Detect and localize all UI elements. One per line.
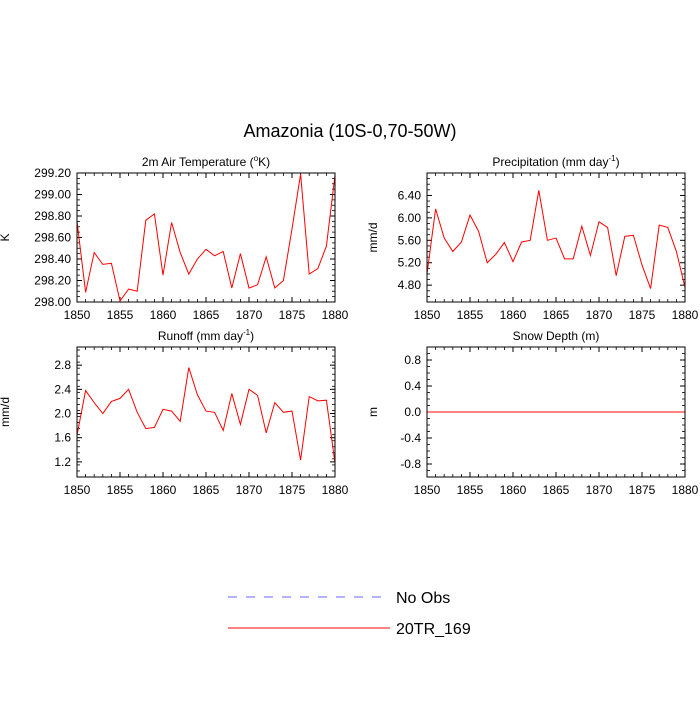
y-tick-label: 298.80 (34, 209, 71, 223)
panel-title: Runoff (mm day-1) (158, 328, 254, 343)
legend-model-label: 20TR_169 (396, 621, 471, 638)
plot-frame (76, 172, 336, 303)
y-axis-label: K (0, 233, 12, 241)
y-tick-label: 5.60 (398, 233, 422, 247)
x-tick-label: 1860 (500, 308, 527, 322)
y-tick-label: 0.8 (404, 353, 421, 367)
y-axis-label: mm/d (366, 223, 380, 253)
y-tick-label: 0.0 (404, 405, 421, 419)
y-tick-label: 6.00 (398, 211, 422, 225)
x-tick-label: 1860 (150, 483, 177, 497)
x-tick-label: 1865 (193, 308, 220, 322)
x-tick-label: 1865 (543, 308, 570, 322)
x-tick-label: 1865 (543, 483, 570, 497)
legend-no-obs-label: No Obs (396, 590, 450, 607)
x-tick-label: 1880 (322, 308, 349, 322)
x-tick-label: 1875 (279, 483, 306, 497)
x-tick-label: 1870 (586, 483, 613, 497)
panel-title: Snow Depth (m) (513, 329, 600, 343)
series-line (426, 190, 686, 289)
x-tick-label: 1870 (586, 308, 613, 322)
y-tick-label: 2.4 (54, 382, 71, 396)
y-tick-label: 6.40 (398, 188, 422, 202)
y-tick-label: 299.00 (34, 188, 71, 202)
x-tick-label: 1855 (457, 308, 484, 322)
series-line (76, 173, 336, 303)
x-tick-label: 1850 (64, 483, 91, 497)
legend: No Obs 20TR_169 (228, 590, 471, 638)
x-tick-label: 1875 (629, 308, 656, 322)
panel-title: Precipitation (mm day-1) (492, 154, 619, 169)
x-tick-label: 1850 (64, 308, 91, 322)
y-tick-label: 2.0 (54, 407, 71, 421)
series-line (76, 367, 336, 464)
x-tick-label: 1855 (457, 483, 484, 497)
x-tick-label: 1850 (414, 308, 441, 322)
chart-panel-3: Runoff (mm day-1) mm/d 1850 1855 1860 1865 187… (0, 328, 349, 497)
y-tick-label: 299.20 (34, 166, 71, 180)
x-tick-label: 1870 (236, 308, 263, 322)
y-tick-label: 1.6 (54, 431, 71, 445)
plot-frame (76, 346, 336, 478)
y-tick-label: 298.60 (34, 231, 71, 245)
x-tick-label: 1870 (236, 483, 263, 497)
plot-frame (426, 346, 686, 478)
y-tick-label: -0.4 (400, 431, 421, 445)
y-tick-label: 298.40 (34, 252, 71, 266)
panel-title: 2m Air Temperature (oK) (142, 154, 270, 169)
y-tick-label: -0.8 (400, 457, 421, 471)
y-axis-label: m (366, 407, 380, 417)
x-tick-label: 1860 (150, 308, 177, 322)
x-tick-label: 1875 (629, 483, 656, 497)
y-tick-label: 1.2 (54, 455, 71, 469)
plot-frame (426, 172, 686, 303)
x-tick-label: 1875 (279, 308, 306, 322)
figure-title: Amazonia (10S-0,70-50W) (243, 121, 456, 141)
chart-panel-4: Snow Depth (m) m 1850 1855 1860 1865 1870 1875 1… (366, 329, 699, 497)
x-tick-label: 1880 (672, 308, 699, 322)
x-tick-label: 1850 (414, 483, 441, 497)
y-tick-label: 5.20 (398, 256, 422, 270)
x-tick-label: 1855 (107, 483, 134, 497)
y-tick-label: 298.20 (34, 274, 71, 288)
chart-panel-2: Precipitation (mm day-1) mm/d 1850 1855 1860… (366, 154, 699, 322)
y-tick-label: 4.80 (398, 278, 422, 292)
chart-panel-1: 2m Air Temperature (oK) K 1850 1855 1860 1865… (0, 154, 349, 322)
y-tick-label: 0.4 (404, 379, 421, 393)
x-tick-label: 1880 (322, 483, 349, 497)
x-tick-label: 1855 (107, 308, 134, 322)
y-tick-label: 2.8 (54, 358, 71, 372)
x-tick-label: 1860 (500, 483, 527, 497)
y-axis-label: mm/d (0, 397, 12, 427)
panels: 2m Air Temperature (oK) K 1850 1855 1860 1865… (0, 154, 699, 497)
x-tick-label: 1880 (672, 483, 699, 497)
x-tick-label: 1865 (193, 483, 220, 497)
y-tick-label: 298.00 (34, 295, 71, 309)
